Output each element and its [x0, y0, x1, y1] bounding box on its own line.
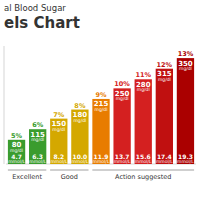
group-bracket — [8, 170, 46, 171]
bar — [113, 88, 130, 164]
value-unit: mg/dl — [116, 96, 129, 101]
group-label: Good — [61, 173, 78, 181]
annotation: 8% — [74, 102, 86, 110]
group-bracket — [92, 170, 194, 171]
value-axis — [4, 46, 5, 164]
annotation: 6% — [32, 121, 44, 129]
annotation: 13% — [178, 50, 194, 58]
category-unit: mmol/L — [156, 159, 173, 164]
bar — [71, 110, 88, 164]
category-unit: mmol/L — [8, 159, 25, 164]
value-unit: mg/dl — [179, 66, 192, 71]
subtitle: els Chart — [4, 14, 80, 32]
group-label: Excellent — [12, 173, 42, 181]
value-unit: mg/dl — [95, 107, 108, 112]
title: al Blood Sugar — [4, 3, 66, 13]
annotation: 11% — [135, 71, 151, 79]
labels: 5%80mg/dl4.7mmol/L6%115mg/dl6.3mmol/L7%1… — [8, 50, 194, 164]
annotation: 12% — [157, 61, 173, 69]
bar — [177, 58, 194, 164]
bar — [156, 69, 173, 164]
annotation: 5% — [11, 132, 23, 140]
bars — [8, 58, 194, 164]
category-unit: mmol/L — [50, 159, 67, 164]
value-unit: mg/dl — [158, 77, 171, 82]
group-label: Action suggested — [115, 173, 171, 181]
chart: al Blood Sugarels Chart5%80mg/dl4.7mmol/… — [0, 0, 200, 200]
category-unit: mmol/L — [71, 159, 88, 164]
category-unit: mmol/L — [135, 159, 152, 164]
annotation: 9% — [95, 91, 107, 99]
annotation: 10% — [114, 80, 130, 88]
category-unit: mmol/L — [114, 159, 131, 164]
value-unit: mg/dl — [73, 118, 86, 123]
bar — [8, 140, 25, 164]
bar — [92, 99, 109, 164]
value-unit: mg/dl — [52, 127, 65, 132]
value-unit: mg/dl — [137, 87, 150, 92]
group-bracket — [50, 170, 88, 171]
category-unit: mmol/L — [93, 159, 110, 164]
category-unit: mmol/L — [29, 159, 46, 164]
bar — [29, 129, 46, 164]
category-unit: mmol/L — [177, 159, 194, 164]
value-unit: mg/dl — [31, 137, 44, 142]
annotation: 7% — [53, 111, 65, 119]
bar — [50, 119, 67, 164]
bar — [135, 79, 152, 164]
